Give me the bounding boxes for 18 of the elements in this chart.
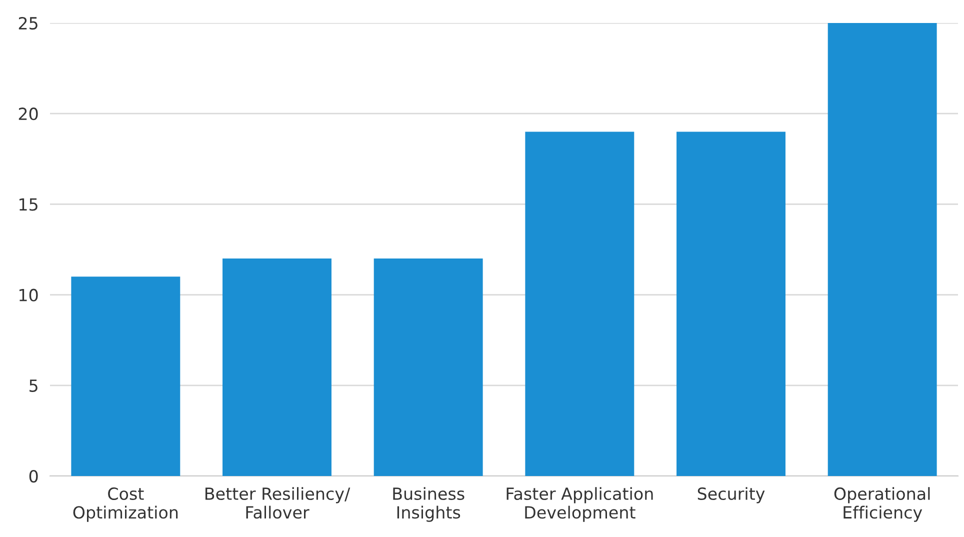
bar xyxy=(525,132,634,476)
y-tick-label: 0 xyxy=(29,470,38,483)
x-tick-label: Operational Efficiency xyxy=(834,487,930,522)
bar xyxy=(222,258,332,476)
y-tick-label: 20 xyxy=(18,108,38,120)
x-tick-label: Business Insights xyxy=(393,487,464,522)
y-tick-label: 25 xyxy=(18,16,38,30)
bar xyxy=(828,23,937,476)
x-tick-label: Cost Optimization xyxy=(73,487,178,522)
x-tick-label: Better Resiliency/ Fallover xyxy=(205,487,350,519)
x-tick-label: Security xyxy=(698,487,765,504)
bar xyxy=(676,132,786,476)
x-tick-label: Faster Application Development xyxy=(506,487,653,522)
y-tick-label: 10 xyxy=(20,288,38,302)
y-tick-label: 5 xyxy=(30,380,38,392)
bar xyxy=(71,276,180,476)
bar xyxy=(374,258,483,476)
y-tick-label: 15 xyxy=(20,198,38,211)
